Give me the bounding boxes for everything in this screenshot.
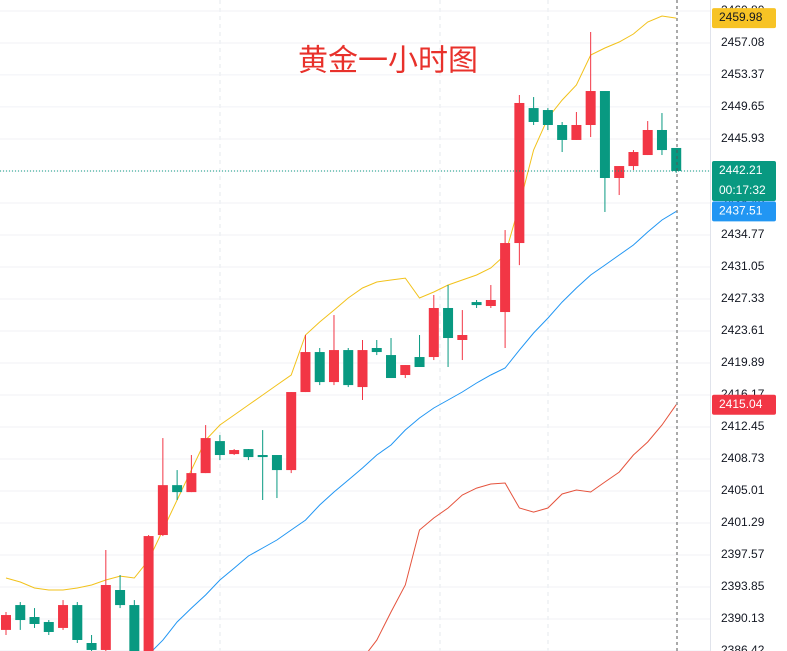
candle-body <box>286 392 297 471</box>
candle-body <box>343 350 354 386</box>
band-line <box>5 15 677 591</box>
y-tick-label: 2405.01 <box>721 483 765 497</box>
candle-body <box>671 147 682 171</box>
y-tick-label: 2431.05 <box>721 259 765 273</box>
candle-body <box>557 125 568 140</box>
chart-title: 黄金一小时图 <box>298 44 478 79</box>
candle-body <box>172 485 183 493</box>
candle-body <box>129 605 140 651</box>
candle-body <box>599 91 610 178</box>
y-tick-label: 2419.89 <box>721 355 765 369</box>
y-tick-label: 2386.42 <box>721 643 765 651</box>
y-tick-label: 2390.13 <box>721 611 765 625</box>
price-badge-label: 2442.21 <box>719 163 763 177</box>
candle-body <box>314 352 325 383</box>
candle-body <box>386 355 397 379</box>
price-axis: 2460.802457.082453.372449.652445.932442.… <box>710 0 765 651</box>
candle-body <box>656 129 667 151</box>
candle-body <box>357 350 368 388</box>
candle-body <box>400 365 411 376</box>
plot-area <box>0 15 710 651</box>
y-tick-label: 2408.73 <box>721 451 765 465</box>
candle-body <box>186 473 197 493</box>
candle-body <box>428 307 439 358</box>
y-tick-label: 2412.45 <box>721 419 765 433</box>
candle-body <box>271 455 282 471</box>
candle-body <box>115 590 126 606</box>
candle-body <box>614 166 625 178</box>
candle-body <box>371 347 382 353</box>
candle-body <box>585 91 596 126</box>
candle-body <box>100 585 111 650</box>
y-tick-label: 2397.57 <box>721 547 765 561</box>
price-badge-label: 2437.51 <box>719 204 763 218</box>
candle-body <box>200 438 211 474</box>
countdown-label: 00:17:32 <box>719 183 766 197</box>
candle-body <box>528 108 539 122</box>
candle-body <box>300 352 311 393</box>
candle-body <box>485 299 496 307</box>
y-tick-label: 2423.61 <box>721 323 765 337</box>
candle-body <box>157 485 168 536</box>
candle-body <box>542 110 553 126</box>
grid <box>0 0 710 651</box>
y-tick-label: 2434.77 <box>721 227 765 241</box>
candle-body <box>15 605 26 621</box>
candle-body <box>328 350 339 383</box>
y-tick-label: 2453.37 <box>721 67 765 81</box>
price-badge <box>712 160 776 201</box>
y-tick-label: 2427.33 <box>721 291 765 305</box>
band-line <box>151 210 677 651</box>
candle-body <box>29 617 40 624</box>
candle-body <box>514 102 525 244</box>
candle-body <box>58 605 69 628</box>
candle-body <box>628 152 639 167</box>
candle-body <box>642 129 653 156</box>
candle-body <box>571 125 582 140</box>
candle-body <box>43 622 54 632</box>
price-badge-label: 2415.04 <box>719 397 763 411</box>
price-badge <box>712 201 776 222</box>
candle-body <box>1 615 11 630</box>
candle-body <box>243 449 254 458</box>
candle-body <box>414 357 425 368</box>
candle-body <box>471 302 482 306</box>
candle-body <box>443 307 454 339</box>
candle-body <box>86 642 97 650</box>
band-line <box>367 404 677 651</box>
y-tick-label: 2401.29 <box>721 515 765 529</box>
candle-body <box>500 243 511 313</box>
y-tick-label: 2393.85 <box>721 579 765 593</box>
candle-body <box>229 450 240 455</box>
candle-body <box>214 441 225 456</box>
candle-body <box>143 536 154 651</box>
y-tick-label: 2457.08 <box>721 35 765 49</box>
price-badge <box>712 394 776 415</box>
candle-body <box>72 605 83 640</box>
candle-body <box>257 455 268 458</box>
price-badge-label: 2459.98 <box>719 10 763 24</box>
price-badge <box>712 8 776 29</box>
candle-body <box>457 335 468 340</box>
price-badges: 2459.98 2442.21 00:17:32 2437.51 2415.04 <box>712 8 776 415</box>
y-tick-label: 2445.93 <box>721 131 765 145</box>
y-tick-label: 2449.65 <box>721 99 765 113</box>
